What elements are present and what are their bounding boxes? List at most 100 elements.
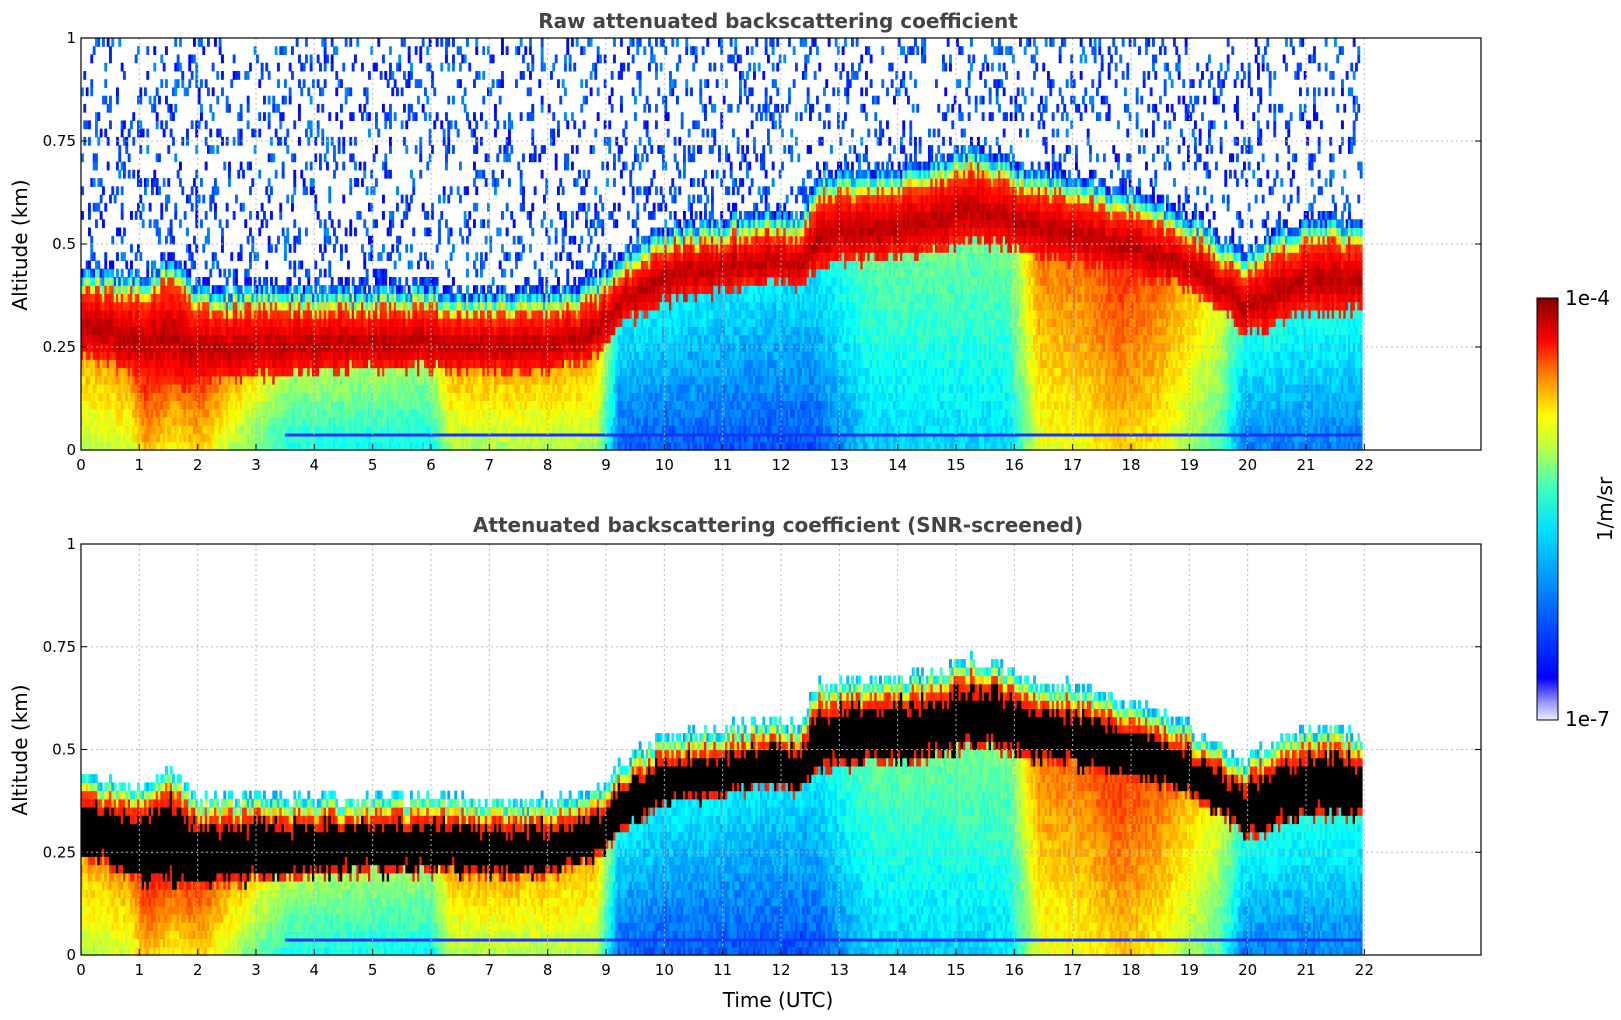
heatmap-cell xyxy=(144,285,147,294)
heatmap-cell xyxy=(393,400,397,410)
heatmap-cell xyxy=(225,326,229,336)
heatmap-cell xyxy=(414,441,418,451)
heatmap-cell xyxy=(309,161,313,171)
heatmap-cell xyxy=(319,301,322,311)
heatmap-cell xyxy=(200,400,203,410)
heatmap-cell xyxy=(263,417,266,426)
heatmap-cell xyxy=(365,87,369,97)
heatmap-cell xyxy=(242,400,245,410)
heatmap-cell xyxy=(249,161,252,171)
heatmap-cell xyxy=(221,384,224,393)
heatmap-cell xyxy=(95,367,98,377)
heatmap-cell xyxy=(81,211,84,220)
heatmap-cell xyxy=(211,318,215,327)
heatmap-cell xyxy=(83,384,87,393)
heatmap-cell xyxy=(496,178,500,187)
heatmap-cell xyxy=(372,441,376,451)
heatmap-cell xyxy=(190,433,194,443)
heatmap-cell xyxy=(202,417,206,426)
heatmap-cell xyxy=(281,227,285,237)
heatmap-cell xyxy=(186,268,189,278)
heatmap-cell xyxy=(183,326,187,336)
heatmap-cell xyxy=(279,293,283,303)
heatmap-cell xyxy=(407,326,411,336)
heatmap-cell xyxy=(169,384,173,393)
heatmap-cell xyxy=(377,342,381,352)
heatmap-cell xyxy=(419,441,423,451)
heatmap-cell xyxy=(505,202,509,212)
heatmap-cell xyxy=(158,359,161,369)
heatmap-cell xyxy=(316,384,320,393)
heatmap-cell xyxy=(193,178,196,187)
heatmap-cell xyxy=(265,326,269,336)
heatmap-cell xyxy=(148,301,152,311)
heatmap-cell xyxy=(323,392,327,402)
heatmap-cell xyxy=(183,260,187,270)
heatmap-cell xyxy=(211,145,215,154)
heatmap-cell xyxy=(365,433,369,443)
heatmap-cell xyxy=(337,136,341,146)
heatmap-cell xyxy=(389,441,392,451)
heatmap-cell xyxy=(414,301,418,311)
heatmap-cell xyxy=(155,87,159,97)
heatmap-cell xyxy=(351,326,355,336)
heatmap-cell xyxy=(116,433,119,443)
heatmap-cell xyxy=(116,326,119,336)
heatmap-cell xyxy=(83,103,87,113)
heatmap-cell xyxy=(207,38,210,47)
heatmap-cell xyxy=(99,128,103,138)
heatmap-cell xyxy=(246,235,250,245)
heatmap-cell xyxy=(134,211,138,220)
heatmap-cell xyxy=(398,417,402,426)
heatmap-cell xyxy=(389,384,392,393)
heatmap-cell xyxy=(85,384,89,393)
heatmap-cell xyxy=(174,103,178,113)
heatmap-cell xyxy=(410,384,413,393)
heatmap-cell xyxy=(249,186,252,196)
heatmap-cell xyxy=(223,326,227,336)
heatmap-cell xyxy=(344,408,348,418)
heatmap-cell xyxy=(88,285,91,294)
heatmap-cell xyxy=(139,375,143,385)
heatmap-cell xyxy=(81,293,84,303)
heatmap-cell xyxy=(358,103,362,113)
heatmap-cell xyxy=(169,417,173,426)
heatmap-cell xyxy=(412,425,416,435)
heatmap-cell xyxy=(132,400,136,410)
heatmap-cell xyxy=(116,186,119,196)
heatmap-cell xyxy=(174,277,178,286)
heatmap-cell xyxy=(214,425,217,435)
heatmap-cell xyxy=(167,145,171,154)
heatmap-cell xyxy=(309,309,313,319)
heatmap-cell xyxy=(302,441,306,451)
heatmap-cell xyxy=(330,309,334,319)
heatmap-cell xyxy=(88,433,91,443)
heatmap-cell xyxy=(102,367,105,377)
heatmap-cell xyxy=(456,186,460,196)
heatmap-cell xyxy=(274,326,278,336)
heatmap-cell xyxy=(193,351,196,360)
heatmap-cell xyxy=(340,384,343,393)
heatmap-cell xyxy=(141,309,145,319)
heatmap-cell xyxy=(335,334,339,344)
heatmap-cell xyxy=(116,359,119,369)
heatmap-cell xyxy=(85,120,89,130)
heatmap-cell xyxy=(90,285,94,294)
heatmap-cell xyxy=(326,367,329,377)
heatmap-cell xyxy=(372,219,376,229)
heatmap-cell xyxy=(218,375,222,385)
heatmap-cell xyxy=(412,326,416,336)
heatmap-cell xyxy=(396,244,399,253)
heatmap-cell xyxy=(179,392,182,402)
heatmap-cell xyxy=(379,408,383,418)
heatmap-cell xyxy=(351,285,355,294)
heatmap-cell xyxy=(295,359,299,369)
heatmap-cell xyxy=(340,120,343,130)
heatmap-cell xyxy=(174,441,178,451)
heatmap-cell xyxy=(328,367,332,377)
heatmap-cell xyxy=(293,169,297,179)
heatmap-cell xyxy=(92,417,96,426)
heatmap-cell xyxy=(503,285,507,294)
heatmap-cell xyxy=(410,309,413,319)
heatmap-cell xyxy=(92,293,96,303)
